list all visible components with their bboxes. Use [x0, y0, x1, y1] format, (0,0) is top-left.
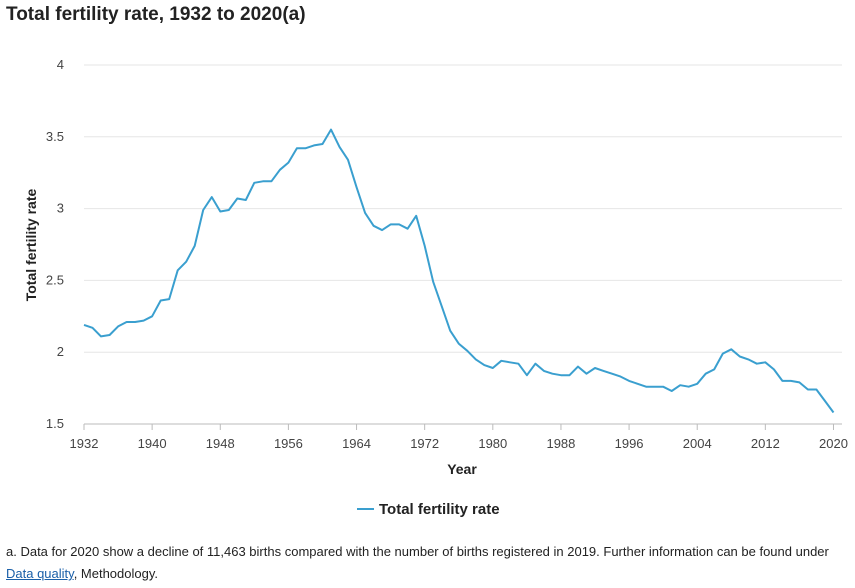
x-tick-label: 2012: [751, 436, 780, 451]
x-tick-label: 1956: [274, 436, 303, 451]
y-tick-label: 4: [57, 57, 64, 72]
data-quality-link[interactable]: Data quality: [6, 566, 74, 581]
legend-label: Total fertility rate: [379, 501, 500, 518]
y-tick-label: 3: [57, 201, 64, 216]
x-axis-title: Year: [447, 461, 477, 477]
y-tick-label: 3.5: [46, 129, 64, 144]
footnote-text-end: , Methodology.: [73, 566, 158, 581]
x-tick-label: 1980: [478, 436, 507, 451]
y-axis-title: Total fertility rate: [23, 189, 39, 302]
x-tick-label: 2020: [819, 436, 848, 451]
footnote: a. Data for 2020 show a decline of 11,46…: [6, 541, 846, 585]
x-tick-label: 1964: [342, 436, 371, 451]
x-tick-label: 1940: [138, 436, 167, 451]
x-tick-label: 1988: [546, 436, 575, 451]
x-axis-ticks: 1932 1940 1948 1956 1964 1972 1980 1988 1996 2004…: [70, 424, 848, 451]
series-layer: [83, 128, 835, 414]
footnote-text: a. Data for 2020 show a decline of 11,46…: [6, 544, 829, 559]
y-axis-ticks: 1.5 2 2.5 3 3.5 4: [46, 57, 64, 431]
y-tick-label: 2.5: [46, 272, 64, 287]
x-tick-label: 1948: [206, 436, 235, 451]
x-tick-label: 1996: [615, 436, 644, 451]
x-tick-label: 1972: [410, 436, 439, 451]
y-tick-label: 1.5: [46, 416, 64, 431]
y-tick-label: 2: [57, 344, 64, 359]
legend[interactable]: Total fertility rate: [357, 501, 500, 518]
series-line-total-fertility-rate[interactable]: [83, 128, 835, 414]
chart-title: Total fertility rate, 1932 to 2020(a): [6, 4, 306, 25]
x-tick-label: 2004: [683, 436, 712, 451]
chart-area: 1.5 2 2.5 3 3.5 4 1932 1940 1948 1956 1964 1972 198…: [23, 57, 848, 518]
gridlines: [84, 64, 842, 425]
x-tick-label: 1932: [70, 436, 99, 451]
